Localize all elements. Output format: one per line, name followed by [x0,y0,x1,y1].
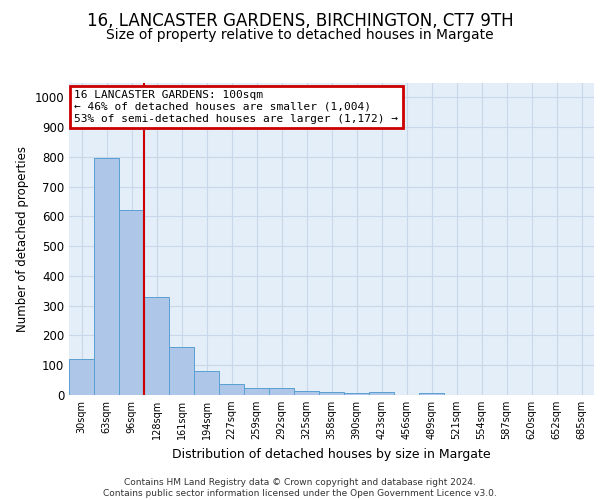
Bar [319,392,344,395]
Bar [144,297,169,395]
Bar [119,210,144,395]
Text: 16, LANCASTER GARDENS, BIRCHINGTON, CT7 9TH: 16, LANCASTER GARDENS, BIRCHINGTON, CT7 … [86,12,514,30]
Bar [94,158,119,395]
Bar [344,393,369,395]
Bar [69,360,94,395]
Bar [244,388,269,395]
X-axis label: Distribution of detached houses by size in Margate: Distribution of detached houses by size … [172,448,491,460]
Bar [269,388,294,395]
Bar [369,392,394,395]
Text: Contains HM Land Registry data © Crown copyright and database right 2024.
Contai: Contains HM Land Registry data © Crown c… [103,478,497,498]
Bar [294,390,319,395]
Text: Size of property relative to detached houses in Margate: Size of property relative to detached ho… [106,28,494,42]
Y-axis label: Number of detached properties: Number of detached properties [16,146,29,332]
Bar [219,384,244,395]
Bar [419,392,444,395]
Bar [194,371,219,395]
Bar [169,348,194,395]
Text: 16 LANCASTER GARDENS: 100sqm
← 46% of detached houses are smaller (1,004)
53% of: 16 LANCASTER GARDENS: 100sqm ← 46% of de… [74,90,398,124]
